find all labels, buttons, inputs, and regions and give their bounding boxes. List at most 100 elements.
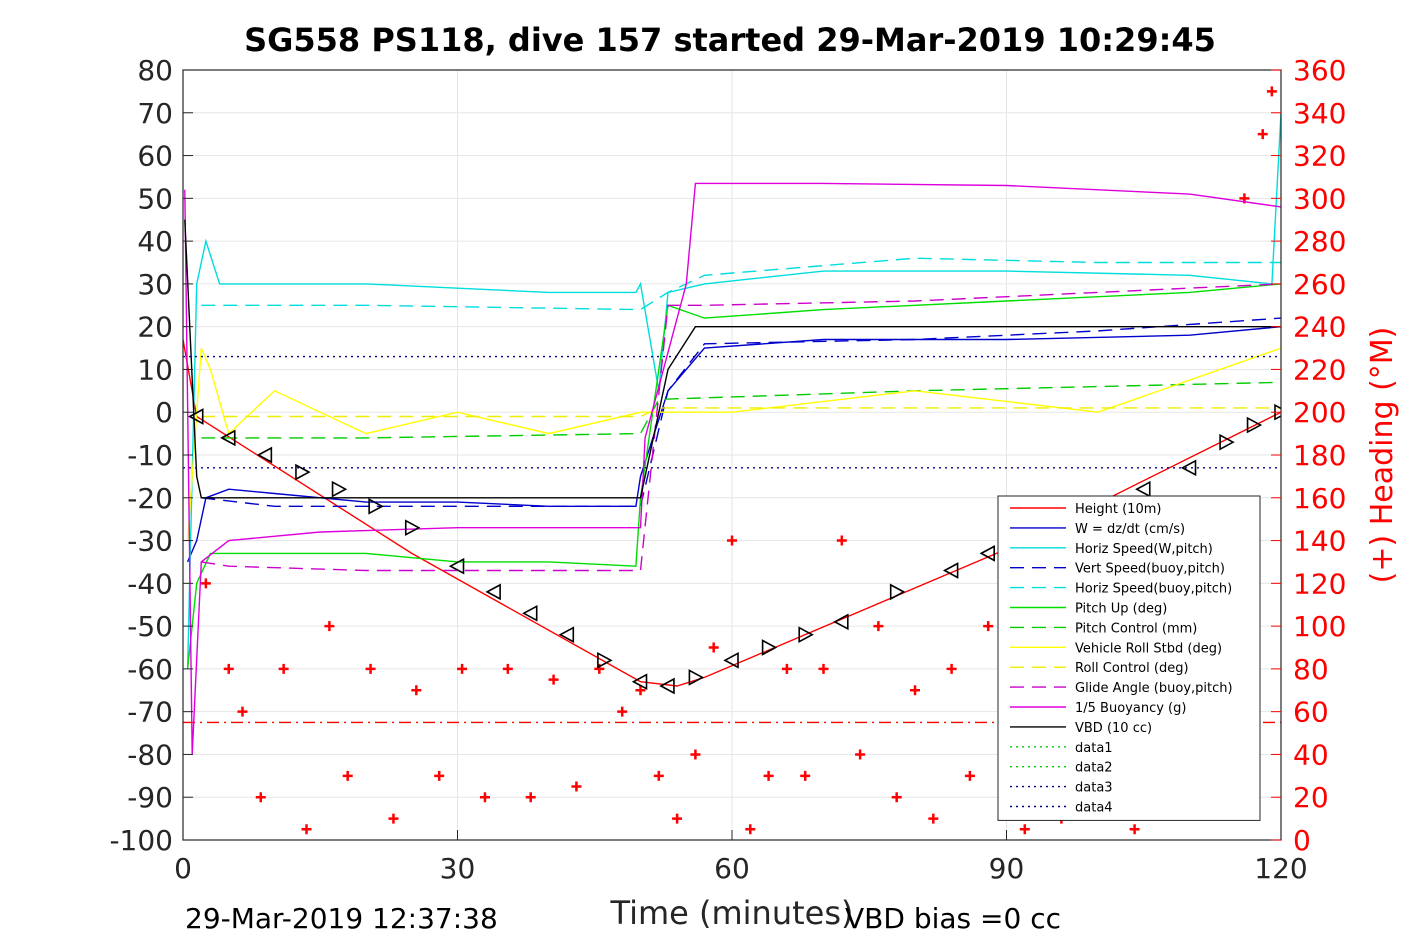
heading-point [964,770,975,781]
right-tick-label: 280 [1293,225,1346,258]
vbd-marker [833,613,849,631]
left-tick-label: -10 [127,439,173,472]
heading-point [365,663,376,674]
heading-point [1019,824,1030,835]
left-tick-label: 20 [137,311,173,344]
vbd-marker [256,446,273,464]
heading-point [223,663,234,674]
plot-area [183,86,1281,835]
series-line [186,112,1281,669]
left-tick-label: 60 [137,140,173,173]
heading-point [983,621,994,632]
vbd-marker [404,519,421,537]
heading-point [1266,86,1277,97]
left-tick-label: -90 [127,781,173,814]
series-line [201,317,1281,507]
legend-label: Pitch Up (deg) [1075,602,1167,617]
x-axis-ticks: 0 30 60 90 120 [174,830,1308,885]
vbd-marker [295,463,311,481]
vbd-marker [889,583,906,601]
left-tick-label: -40 [127,567,173,600]
vbd-marker [485,583,501,601]
heading-point [763,770,774,781]
vbd-marker [1135,480,1151,498]
heading-point [388,813,399,824]
right-tick-label: 80 [1293,653,1329,686]
x-tick-label: 120 [1254,852,1307,885]
legend-label: Height (10m) [1075,502,1161,517]
vbd-marker [659,677,675,695]
heading-point [800,770,811,781]
right-tick-label: 180 [1293,439,1346,472]
legend-label: Glide Angle (buoy,pitch) [1075,681,1233,696]
heading-point [836,535,847,546]
right-tick-label: 20 [1293,781,1329,814]
vbd-bias-footer: VBD bias =0 cc [845,902,1061,935]
legend-label: data2 [1075,761,1113,776]
legend-label: data1 [1075,741,1113,756]
vbd-marker [220,429,236,447]
right-tick-label: 260 [1293,268,1346,301]
series-line [184,182,1281,755]
heading-point [708,642,719,653]
heading-point [255,792,266,803]
left-tick-label: -100 [109,824,173,857]
vbd-marker [798,626,814,644]
left-tick-label: -20 [127,482,173,515]
heading-point [855,749,866,760]
heading-point [873,621,884,632]
vbd-marker [597,651,613,669]
heading-point [818,663,829,674]
heading-point [635,685,646,696]
vbd-marker [942,562,959,579]
right-tick-label: 240 [1293,311,1346,344]
right-tick-label: 320 [1293,140,1346,173]
vbd-marker [979,545,995,562]
vbd-marker [331,480,348,498]
left-axis-ticks: 80 70 60 50 40 30 20 10 0 -10 -20 -30 -40 -50 -60 -70 -8… [109,54,193,857]
legend-label: data4 [1075,801,1113,816]
x-tick-label: 90 [989,852,1025,885]
right-tick-label: 300 [1293,182,1346,215]
right-axis-ticks: 3603403203002802602402202001801601401201… [1271,54,1346,857]
right-tick-label: 220 [1293,353,1346,386]
vbd-marker [188,408,204,425]
legend-label: Vehicle Roll Stbd (deg) [1075,641,1222,656]
series-line [201,283,1281,572]
series-line [184,219,1281,499]
left-tick-label: 70 [137,97,173,130]
legend-label: W = dz/dt (cm/s) [1075,522,1185,537]
left-tick-label: -50 [127,610,173,643]
right-tick-label: 360 [1293,54,1346,87]
series-line [201,381,1281,439]
heading-point [745,824,756,835]
x-tick-label: 30 [440,852,476,885]
legend-label: data3 [1075,781,1113,796]
vbd-marker [448,557,465,575]
heading-point [571,781,582,792]
left-tick-label: 40 [137,225,173,258]
heading-point [324,621,335,632]
vbd-marker [631,673,648,691]
left-tick-label: 50 [137,182,173,215]
vbd-marker [558,626,575,644]
heading-point [434,770,445,781]
vbd-marker [522,604,538,622]
heading-point [301,824,312,835]
right-tick-label: 200 [1293,396,1346,429]
heading-point [617,706,628,717]
vbd-marker [1246,416,1263,434]
vbd-marker [368,497,384,515]
series-lines [183,112,1281,755]
heading-point [479,792,490,803]
vbd-marker [1219,433,1235,451]
timestamp-footer: 29-Mar-2019 12:37:38 [185,902,498,935]
legend: Height (10m) W = dz/dt (cm/s) Horiz Speed(… [997,495,1261,821]
left-tick-label: 80 [137,54,173,87]
left-tick-label: -30 [127,525,173,558]
right-tick-label: 100 [1293,610,1346,643]
right-tick-label: 0 [1293,824,1311,857]
vbd-marker [1180,459,1197,477]
right-tick-label: 120 [1293,567,1346,600]
heading-point [653,770,664,781]
